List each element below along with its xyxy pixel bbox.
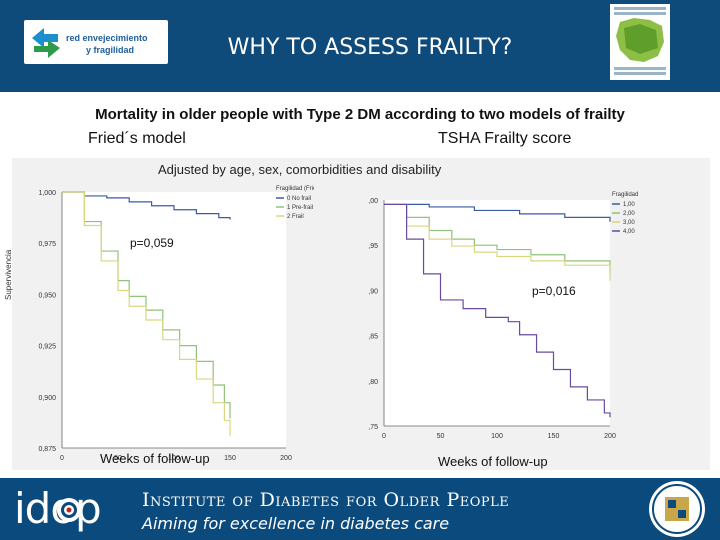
legend-entry: 2 Frail <box>287 214 304 220</box>
x-tick-label: 150 <box>548 433 560 440</box>
y-tick-label: ,75 <box>368 424 378 431</box>
footer-bar: idop Institute of Diabetes for Older Peo… <box>0 478 720 540</box>
model-right-label: TSHA Frailty score <box>438 130 572 147</box>
y-tick-label: 1,000 <box>38 190 56 197</box>
logo-text-line2: y fragilidad <box>86 45 135 55</box>
x-tick-label: 200 <box>280 455 292 462</box>
institute-tagline: Aiming for excellence in diabetes care <box>142 514 450 533</box>
legend-entry: 3,00 <box>623 220 635 226</box>
network-logo <box>610 4 670 80</box>
y-axis-label: Supervivencia <box>4 249 13 300</box>
x-tick-label: 200 <box>604 433 616 440</box>
x-tick-label: 0 <box>382 433 386 440</box>
x-tick-label: 50 <box>114 455 122 462</box>
series-line-1-00 <box>384 203 611 222</box>
y-tick-label: ,80 <box>368 379 378 386</box>
slide-subtitle: Mortality in older people with Type 2 DM… <box>95 106 625 123</box>
map-logo-icon <box>614 7 666 75</box>
y-tick-label: 0,950 <box>38 292 56 299</box>
x-tick-label: 100 <box>491 433 503 440</box>
p-value-left: p=0,059 <box>130 236 174 250</box>
y-tick-label: ,90 <box>368 288 378 295</box>
legend-title: Fragilidad (Fried) <box>276 186 314 192</box>
y-tick-label: 0,975 <box>38 241 56 248</box>
plot-background <box>62 192 286 448</box>
legend-entry: 4,00 <box>623 229 635 235</box>
target-icon <box>57 498 81 522</box>
recycle-arrows-icon <box>32 28 60 58</box>
legend-entry: 0 No frail <box>287 196 311 202</box>
x-tick-label: 50 <box>437 433 445 440</box>
legend-title: Fragilidad (cuartiles) <box>612 192 640 198</box>
university-seal-icon <box>649 481 705 537</box>
p-value-right: p=0,016 <box>532 284 576 298</box>
y-tick-label: ,95 <box>368 243 378 250</box>
series-line-3-00 <box>384 203 611 281</box>
y-tick-label: 0,900 <box>38 395 56 402</box>
page-title: WHY TO ASSESS FRAILTY? <box>227 35 513 60</box>
legend-entry: 1 Pre-frail <box>287 205 313 211</box>
x-axis-label-right: Weeks of follow-up <box>438 454 548 469</box>
y-tick-label: 0,875 <box>38 446 56 453</box>
series-line-0 <box>62 191 231 220</box>
y-tick-label: ,00 <box>368 198 378 205</box>
fried-survival-chart: 0 50 100 150 200 1,000 0,975 0,950 0,925 0,900 0,8… <box>38 186 314 462</box>
plot-background <box>384 200 610 426</box>
x-tick-label: 0 <box>60 455 64 462</box>
x-axis-label-left: Weeks of follow-up <box>100 451 210 466</box>
model-left-label: Fried´s model <box>88 130 186 147</box>
legend-entry: 2,00 <box>623 211 635 217</box>
tsha-survival-chart: 0 50 100 150 200 ,00 ,95 ,90 ,85 ,80 ,75 Fragilidad… <box>368 192 640 440</box>
legend-entry: 1,00 <box>623 202 635 208</box>
x-tick-label: 150 <box>224 455 236 462</box>
series-line-2 <box>62 191 231 437</box>
y-tick-label: ,85 <box>368 334 378 341</box>
x-tick-label: 100 <box>168 455 180 462</box>
y-tick-label: 0,925 <box>38 344 56 351</box>
header-bar: red envejecimiento y fragilidad WHY TO A… <box>0 0 720 92</box>
institute-name: Institute of Diabetes for Older People <box>142 489 510 511</box>
logo-text-line1: red envejecimiento <box>66 33 148 43</box>
series-line-2-00 <box>384 203 611 274</box>
red-envejecimiento-logo: red envejecimiento y fragilidad <box>24 20 168 64</box>
series-line-4-00 <box>384 203 611 418</box>
adjusted-note: Adjusted by age, sex, comorbidities and … <box>158 162 442 177</box>
